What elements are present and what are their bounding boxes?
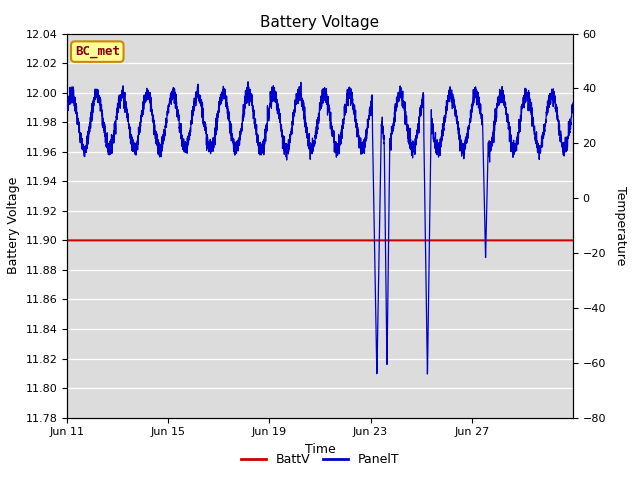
Y-axis label: Battery Voltage: Battery Voltage xyxy=(7,177,20,274)
Title: Battery Voltage: Battery Voltage xyxy=(260,15,380,30)
Text: BC_met: BC_met xyxy=(75,45,120,58)
Legend: BattV, PanelT: BattV, PanelT xyxy=(236,448,404,471)
Y-axis label: Temperature: Temperature xyxy=(614,186,627,265)
X-axis label: Time: Time xyxy=(305,443,335,456)
